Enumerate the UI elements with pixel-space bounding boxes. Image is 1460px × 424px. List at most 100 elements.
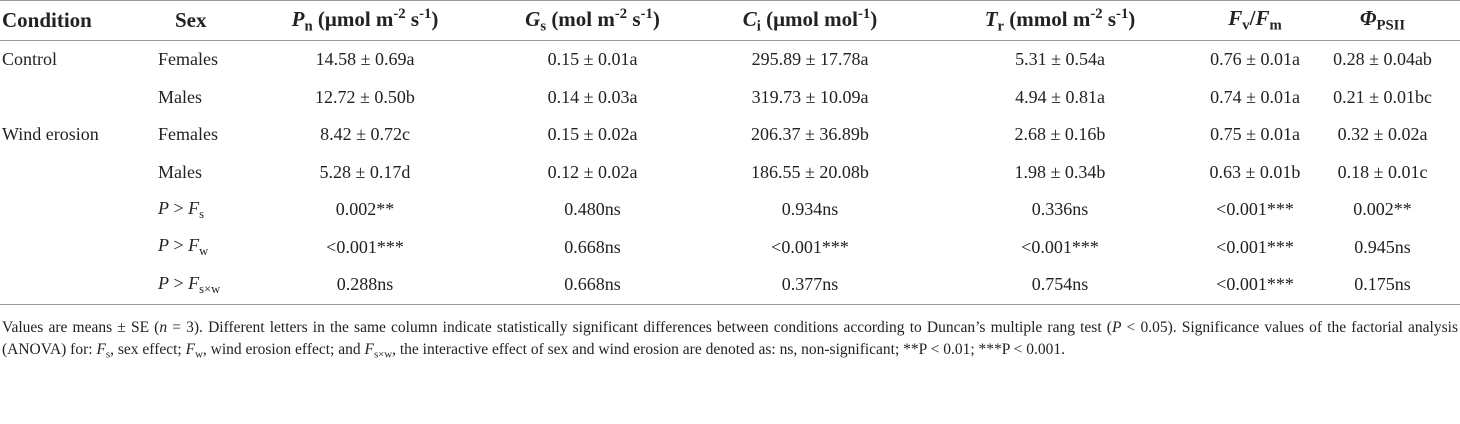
- table-cell: 2.68 ± 0.16b: [915, 116, 1205, 154]
- header-row: Condition Sex Pn (μmol m-2 s-1) Gs (mol …: [0, 0, 1460, 41]
- header-symbol: G: [525, 6, 541, 31]
- footnote-symbol: F: [364, 340, 374, 358]
- cell-text: 0.28 ± 0.04ab: [1333, 49, 1432, 70]
- cell-text: 0.945ns: [1354, 236, 1411, 257]
- cell-text: Wind erosion: [2, 124, 99, 145]
- header-unit: s: [627, 6, 641, 31]
- header-unit: ): [870, 6, 878, 31]
- header-unit: ): [1128, 6, 1136, 31]
- cell-text: 0.754ns: [1031, 274, 1089, 295]
- footnote: Values are means ± SE (n = 3). Different…: [0, 305, 1460, 365]
- table-cell: 0.15 ± 0.02a: [480, 116, 705, 154]
- header-sub: PSII: [1376, 17, 1406, 34]
- footnote-text: , wind erosion effect; and: [202, 340, 365, 358]
- cell-text: 5.28 ± 0.17d: [319, 161, 411, 182]
- table-cell: 0.75 ± 0.01a: [1205, 116, 1305, 154]
- header-unit: (mmol m: [1004, 6, 1091, 31]
- header-sub: m: [1269, 17, 1282, 34]
- header-sup: -1: [640, 5, 653, 22]
- table-cell: 1.98 ± 0.34b: [915, 154, 1205, 192]
- stats-row: P > Fw <0.001*** 0.668ns <0.001*** <0.001***…: [0, 229, 1460, 267]
- table-cell: <0.001***: [1205, 191, 1305, 229]
- label-part: >: [169, 197, 189, 218]
- header-unit: s: [405, 6, 420, 31]
- table-cell: 0.175ns: [1305, 266, 1460, 304]
- header-cell: Ci (μmol mol-1): [705, 1, 915, 41]
- table-cell: Males: [150, 79, 250, 117]
- table-cell: 5.31 ± 0.54a: [915, 41, 1205, 79]
- table-cell: Females: [150, 41, 250, 79]
- table-cell: 319.73 ± 10.09a: [705, 79, 915, 117]
- table-row: Control Females 14.58 ± 0.69a 0.15 ± 0.01a 2…: [0, 41, 1460, 79]
- cell-text: 0.480ns: [564, 199, 621, 220]
- header-symbol: F: [1255, 6, 1270, 31]
- table-cell: 0.21 ± 0.01bc: [1305, 79, 1460, 117]
- table-cell: Males: [150, 154, 250, 192]
- stats-row: P > Fs 0.002** 0.480ns 0.934ns 0.336ns <0.001…: [0, 191, 1460, 229]
- table-cell: [0, 154, 150, 192]
- footnote-text: , the interactive effect of sex and wind…: [392, 340, 1066, 358]
- table-cell: [0, 191, 150, 229]
- cell-text: 0.76 ± 0.01a: [1210, 49, 1300, 70]
- header-unit: (mol m: [546, 6, 615, 31]
- cell-text: <0.001***: [1021, 236, 1099, 257]
- footnote-sub: s: [105, 347, 111, 360]
- footnote-symbol: n: [159, 318, 168, 336]
- table-cell: 0.002**: [250, 191, 480, 229]
- cell-text: 0.336ns: [1031, 199, 1089, 220]
- cell-text: 186.55 ± 20.08b: [751, 161, 869, 182]
- label-part: F: [188, 235, 200, 256]
- table-cell: 0.14 ± 0.03a: [480, 79, 705, 117]
- cell-text: 0.74 ± 0.01a: [1210, 86, 1300, 107]
- footnote-text: < 0.05). Significance values of the fact…: [2, 318, 1458, 358]
- table-cell: [0, 266, 150, 304]
- label-part: F: [188, 197, 200, 218]
- table-cell: 0.480ns: [480, 191, 705, 229]
- table-cell: 0.377ns: [705, 266, 915, 304]
- table-cell: Females: [150, 116, 250, 154]
- table-row: Males 5.28 ± 0.17d 0.12 ± 0.02a 186.55 ± 20…: [0, 154, 1460, 192]
- cell-text: 5.31 ± 0.54a: [1015, 49, 1105, 70]
- header-text: Sex: [175, 8, 207, 32]
- cell-text: <0.001***: [326, 236, 404, 257]
- cell-text: 319.73 ± 10.09a: [751, 86, 869, 107]
- cell-text: 14.58 ± 0.69a: [315, 49, 415, 70]
- table-cell: [0, 229, 150, 267]
- cell-text: 12.72 ± 0.50b: [315, 86, 415, 107]
- header-sub: v: [1242, 17, 1250, 34]
- header-sup: -2: [614, 5, 628, 22]
- header-cell: ΦPSII: [1305, 1, 1460, 41]
- table-cell: 5.28 ± 0.17d: [250, 154, 480, 192]
- header-sup: -2: [393, 5, 406, 22]
- cell-text: <0.001***: [1216, 236, 1294, 257]
- header-sup: -1: [1116, 5, 1129, 22]
- label-part: s×w: [199, 281, 221, 296]
- table-cell: 0.945ns: [1305, 229, 1460, 267]
- header-cell: Condition: [0, 1, 150, 41]
- header-sup: -2: [1090, 5, 1103, 22]
- cell-text: 0.32 ± 0.02a: [1337, 124, 1428, 145]
- table-cell: 4.94 ± 0.81a: [915, 79, 1205, 117]
- header-sub: n: [304, 18, 313, 35]
- cell-text: 0.377ns: [781, 274, 839, 295]
- table-cell: 0.28 ± 0.04ab: [1305, 41, 1460, 79]
- header-unit: (μmol mol: [760, 6, 858, 31]
- cell-text: 0.15 ± 0.02a: [547, 124, 638, 145]
- cell-text: 0.668ns: [564, 274, 621, 295]
- table-cell: 186.55 ± 20.08b: [705, 154, 915, 192]
- cell-text: <0.001***: [771, 236, 849, 257]
- table-cell: 206.37 ± 36.89b: [705, 116, 915, 154]
- table-cell: Control: [0, 41, 150, 79]
- table-cell: <0.001***: [1205, 266, 1305, 304]
- header-unit: (μmol m: [312, 6, 394, 31]
- cell-text: <0.001***: [1216, 274, 1294, 295]
- cell-text: 8.42 ± 0.72c: [320, 124, 410, 145]
- header-cell: Tr (mmol m-2 s-1): [915, 1, 1205, 41]
- cell-text: <0.001***: [1216, 199, 1294, 220]
- table-cell: 12.72 ± 0.50b: [250, 79, 480, 117]
- table-cell: <0.001***: [1205, 229, 1305, 267]
- table-cell: 0.288ns: [250, 266, 480, 304]
- cell-text: 0.288ns: [336, 274, 394, 295]
- stats-row: P > Fs×w 0.288ns 0.668ns 0.377ns 0.754ns <0.0…: [0, 266, 1460, 304]
